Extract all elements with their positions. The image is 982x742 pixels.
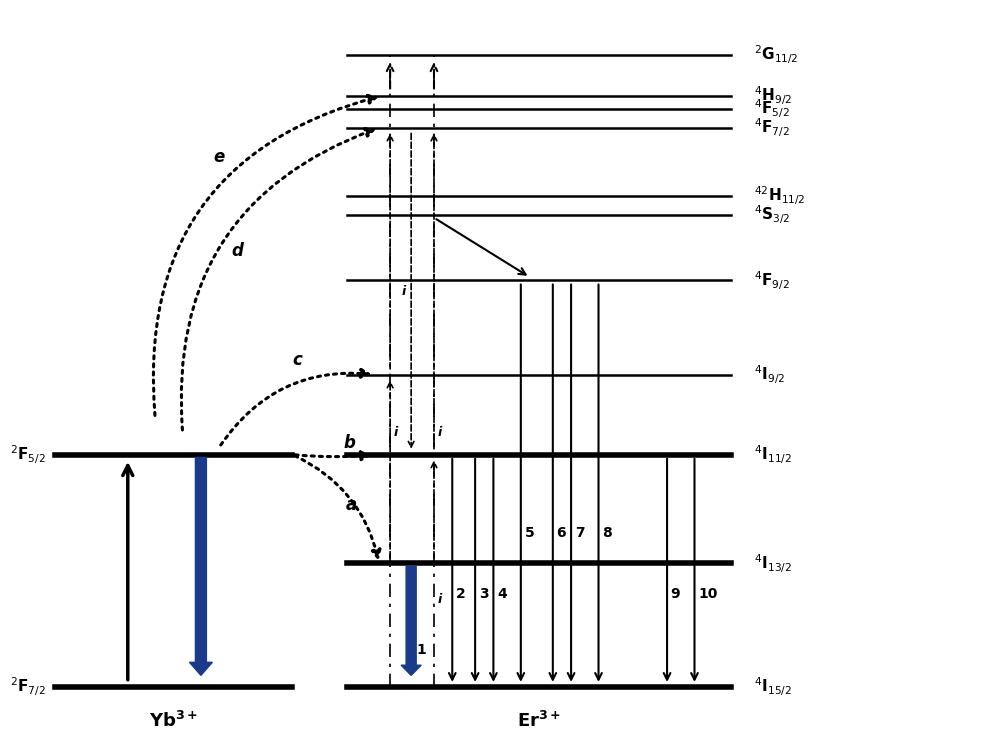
FancyArrowPatch shape [295, 456, 380, 557]
Text: $^4$F$_{7/2}$: $^4$F$_{7/2}$ [754, 116, 790, 139]
Text: $^2$F$_{7/2}$: $^2$F$_{7/2}$ [10, 676, 45, 698]
Text: 8: 8 [602, 526, 612, 540]
FancyArrow shape [401, 566, 421, 675]
Text: $^2$F$_{5/2}$: $^2$F$_{5/2}$ [10, 443, 45, 466]
FancyArrowPatch shape [295, 452, 368, 460]
Text: d: d [232, 242, 244, 260]
Text: $\mathbf{Yb^{3+}}$: $\mathbf{Yb^{3+}}$ [149, 711, 197, 731]
Text: e: e [213, 148, 225, 165]
Text: $^4$H$_{9/2}$: $^4$H$_{9/2}$ [754, 85, 791, 107]
Text: i: i [438, 426, 442, 439]
Text: b: b [343, 434, 355, 452]
Text: $^{42}$H$_{11/2}$: $^{42}$H$_{11/2}$ [754, 185, 805, 207]
FancyArrowPatch shape [182, 129, 373, 430]
Text: $^2$G$_{11/2}$: $^2$G$_{11/2}$ [754, 44, 798, 66]
Text: 2: 2 [456, 587, 465, 601]
Text: $^4$I$_{9/2}$: $^4$I$_{9/2}$ [754, 364, 785, 386]
Text: 3: 3 [479, 587, 488, 601]
Text: $^4$I$_{15/2}$: $^4$I$_{15/2}$ [754, 676, 791, 698]
Text: $^4$I$_{13/2}$: $^4$I$_{13/2}$ [754, 552, 791, 575]
Text: $^4$F$_{5/2}$: $^4$F$_{5/2}$ [754, 97, 790, 120]
Text: $^4$S$_{3/2}$: $^4$S$_{3/2}$ [754, 203, 791, 226]
FancyArrowPatch shape [153, 96, 376, 416]
Text: 7: 7 [574, 526, 584, 540]
FancyArrowPatch shape [221, 370, 368, 445]
Text: 10: 10 [698, 587, 718, 601]
Text: a: a [346, 496, 357, 514]
Text: 6: 6 [557, 526, 566, 540]
Text: $\mathbf{Er^{3+}}$: $\mathbf{Er^{3+}}$ [518, 711, 561, 731]
Text: i: i [402, 285, 406, 298]
Text: i: i [438, 594, 442, 606]
Text: $^4$I$_{11/2}$: $^4$I$_{11/2}$ [754, 443, 791, 466]
Text: $^4$F$_{9/2}$: $^4$F$_{9/2}$ [754, 269, 790, 292]
Text: c: c [292, 351, 301, 369]
Text: 9: 9 [671, 587, 681, 601]
FancyArrow shape [190, 457, 212, 675]
Text: 5: 5 [524, 526, 534, 540]
Text: i: i [394, 426, 398, 439]
Text: 1: 1 [416, 643, 426, 657]
Text: 4: 4 [497, 587, 507, 601]
